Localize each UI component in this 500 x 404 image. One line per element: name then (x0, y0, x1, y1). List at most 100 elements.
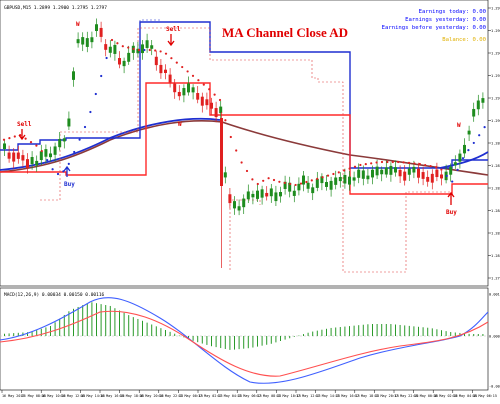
macd-histogram-bar (128, 315, 130, 336)
time-axis-label: 16 May 08:15 (22, 394, 46, 398)
macd-histogram-bar (243, 336, 245, 349)
time-axis-label: 17 May 02:15 (198, 394, 223, 398)
candle (256, 190, 259, 199)
sar-dot (461, 157, 465, 160)
candle (311, 187, 315, 194)
macd-histogram-bar (238, 336, 240, 350)
candle (412, 166, 416, 173)
candle (118, 58, 121, 65)
sar-dot (483, 126, 486, 129)
macd-histogram-bar (395, 324, 396, 336)
candle (141, 44, 144, 54)
time-axis-label: 17 May 10:15 (276, 394, 301, 398)
candle (81, 37, 85, 45)
macd-histogram-bar (91, 302, 93, 336)
macd-histogram-bar (335, 327, 337, 336)
macd-histogram-bar (344, 326, 346, 336)
sar-dot (240, 161, 243, 164)
macd-histogram-bar (4, 333, 5, 336)
candle (315, 178, 319, 188)
macd-histogram-bar (431, 328, 433, 336)
sar-dot (105, 56, 108, 60)
macd-histogram-bar (59, 318, 61, 336)
candle (200, 96, 204, 106)
macd-histogram-bar (50, 326, 51, 336)
sar-dot (137, 48, 141, 52)
sar-dot (89, 110, 92, 114)
macd-histogram-bar (339, 327, 341, 336)
sar-dot (434, 166, 438, 169)
sar-dot (83, 125, 87, 129)
sar-dot (316, 177, 319, 180)
candle (320, 176, 324, 184)
sar-dot (332, 172, 335, 176)
sar-dot (391, 160, 394, 164)
candle (177, 91, 181, 97)
price-axis-label: 1.2855 (491, 187, 500, 191)
price-axis-label: 1.2840 (491, 209, 500, 213)
candle (481, 98, 485, 103)
candle (205, 99, 209, 106)
sar-dot (359, 163, 362, 167)
candle (380, 169, 384, 175)
sar-dot (35, 144, 38, 147)
dotted-channel-line (139, 19, 161, 22)
price-axis-label: 1.2960 (491, 29, 500, 33)
macd-histogram-bar (197, 336, 199, 343)
macd-histogram-bar (17, 332, 19, 336)
candle (191, 87, 195, 93)
macd-histogram-bar (353, 325, 355, 336)
candle (338, 176, 342, 182)
sar-dot (197, 79, 200, 82)
macd-histogram-bar (247, 336, 249, 349)
sar-dot (186, 70, 189, 73)
sar-dot (159, 50, 162, 53)
candle (72, 71, 75, 80)
sar-dot (148, 48, 151, 52)
sar-dot (413, 162, 416, 165)
time-axis-label: 16 May 20:15 (139, 394, 164, 398)
macd-histogram-bar (257, 336, 258, 347)
symbol-header: GBPUSD,M15 1.2899 1.2900 1.2795 1.2797 (4, 5, 107, 11)
sell-signal-label: Sell (166, 26, 181, 33)
sar-dot (267, 177, 270, 180)
macd-histogram-bar (165, 330, 166, 336)
sar-dot (472, 141, 475, 145)
candle (357, 169, 361, 178)
candle (430, 173, 434, 183)
sar-dot (262, 179, 265, 182)
price-axis-label: 1.2810 (491, 254, 500, 258)
candle (168, 74, 172, 83)
sell-arrow-icon (167, 34, 175, 47)
sar-dot (467, 149, 470, 152)
sar-dot (429, 165, 432, 168)
candle (30, 157, 34, 165)
macd-histogram-bar (367, 324, 369, 336)
candle (297, 183, 301, 191)
sar-dot (397, 160, 400, 164)
candle (371, 169, 374, 178)
sar-dot (343, 169, 346, 172)
macd-histogram-bar (178, 335, 180, 337)
sar-dot (370, 162, 373, 165)
candle (407, 168, 411, 175)
macd-histogram-bar (160, 328, 162, 336)
candle (467, 130, 471, 135)
sar-dot (310, 179, 313, 182)
macd-histogram-bar (441, 330, 442, 336)
sar-dot (164, 52, 168, 55)
candle (210, 102, 213, 109)
candle (85, 38, 89, 47)
candle (12, 152, 16, 162)
sar-dot (229, 135, 232, 139)
candle (90, 37, 94, 43)
macd-histogram-bar (275, 336, 277, 343)
macd-histogram-bar (280, 336, 281, 341)
candle (233, 201, 236, 209)
macd-histogram-bar (362, 324, 364, 336)
candle (476, 100, 480, 110)
buy-arrow-icon (63, 165, 71, 177)
candle (366, 175, 370, 180)
candle (3, 143, 6, 150)
